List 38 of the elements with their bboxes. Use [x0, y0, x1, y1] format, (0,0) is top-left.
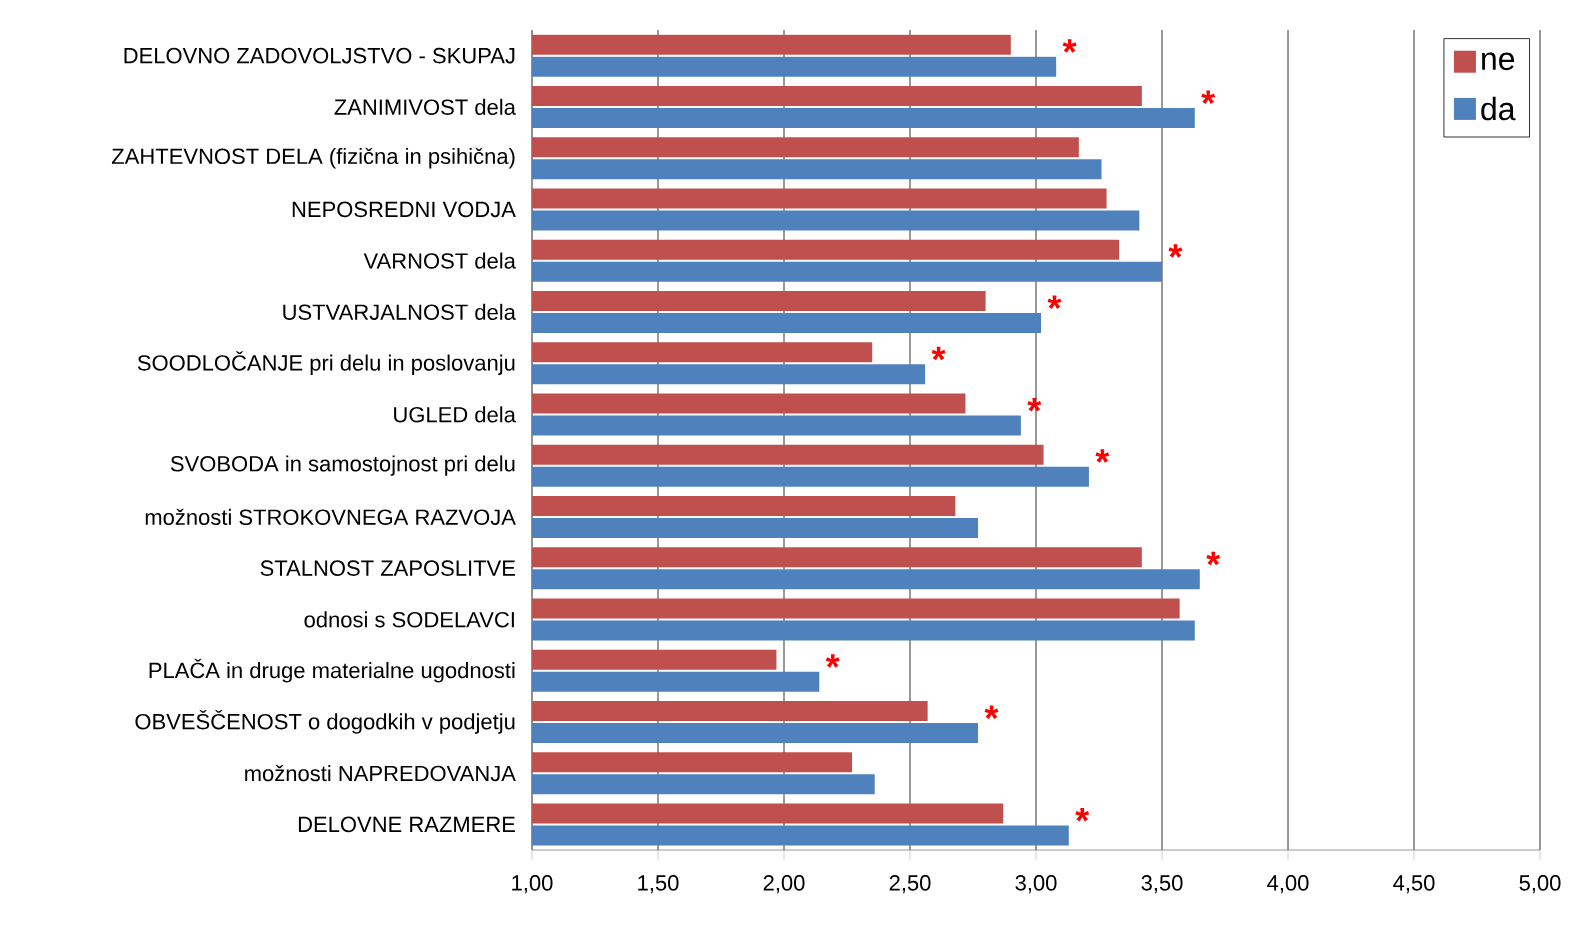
annotation: * — [1075, 807, 1090, 822]
annotation: * — [1047, 295, 1062, 309]
y-tick-label: VARNOST dela — [363, 252, 516, 269]
x-tick-label: 1,00 — [512, 875, 553, 894]
annotation: * — [1168, 244, 1183, 258]
annotation: * — [1027, 397, 1042, 412]
y-tick-label: OBVEŠČENOST o dogodkih v podjetju — [135, 709, 515, 734]
annotation: * — [1206, 551, 1221, 566]
legend-label: ne — [1482, 52, 1515, 71]
y-tick-label: možnosti STROKOVNEGA RAZVOJA — [145, 508, 516, 525]
y-tick-label: odnosi s SODELAVCI — [304, 611, 514, 628]
x-tick-label: 2,00 — [763, 875, 805, 894]
x-tick-label: 1,50 — [638, 875, 679, 894]
y-tick-label: možnosti NAPREDOVANJA — [245, 765, 516, 782]
y-tick-label: USTVARJALNOST dela — [283, 303, 516, 320]
x-tick-label: 4,00 — [1267, 875, 1309, 894]
y-tick-label: ZANIMIVOST dela — [334, 98, 516, 115]
annotation: * — [984, 705, 999, 719]
x-tick-label: 5,00 — [1519, 875, 1561, 894]
legend-label: da — [1481, 96, 1516, 121]
annotation: * — [931, 346, 946, 361]
x-tick-label: 4,50 — [1393, 875, 1435, 894]
y-tick-label: UGLED dela — [394, 406, 516, 423]
annotation: * — [1062, 39, 1077, 53]
y-tick-label: STALNOST ZAPOSLITVE — [260, 560, 515, 576]
x-tick-label: 3,50 — [1141, 875, 1183, 894]
x-tick-label: 3,00 — [1015, 875, 1057, 894]
annotation: * — [1201, 90, 1216, 104]
y-tick-label: DELOVNO ZADOVOLJSTVO - SKUPAJ — [124, 47, 515, 64]
y-tick-label: SOODLOČANJE pri delu in poslovanju — [137, 351, 515, 376]
y-tick-label: PLAČA in druge materialne ugodnosti — [149, 658, 515, 683]
annotation: * — [825, 654, 840, 668]
x-tick-label: 2,50 — [889, 875, 931, 894]
y-tick-label: SVOBODA in samostojnost pri delu — [170, 455, 515, 476]
y-tick-label: NEPOSREDNI VODJA — [292, 201, 516, 218]
annotation: * — [1095, 449, 1110, 463]
y-tick-label: DELOVNE RAZMERE — [298, 816, 515, 833]
y-tick-label: ZAHTEVNOST DELA (fizična in psihična) — [111, 147, 515, 169]
